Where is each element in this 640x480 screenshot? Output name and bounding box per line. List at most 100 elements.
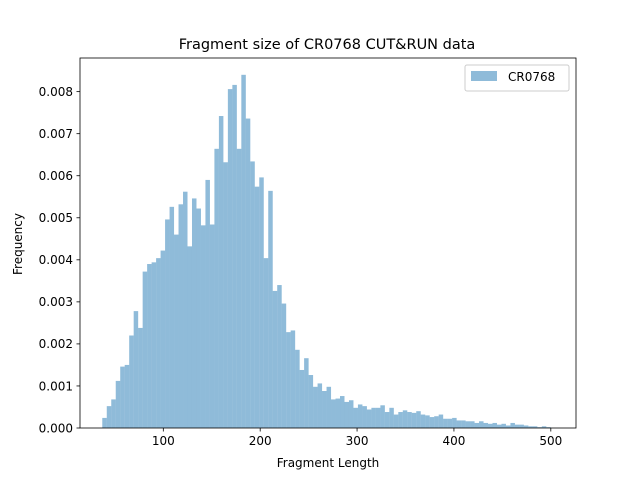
legend-label: CR0768: [508, 70, 555, 84]
histogram-bar: [142, 271, 148, 428]
histogram-bar: [514, 424, 520, 428]
histogram-bar: [299, 369, 305, 428]
histogram-bar: [353, 407, 358, 428]
histogram-bar: [461, 420, 466, 428]
x-tick-label: 200: [249, 434, 272, 448]
y-tick-label: 0.002: [39, 337, 73, 351]
y-tick-label: 0.003: [39, 295, 73, 309]
histogram-bar: [434, 416, 439, 428]
x-tick-label: 100: [152, 434, 175, 448]
histogram-bar: [483, 422, 489, 428]
legend-swatch: [471, 71, 497, 81]
histogram-bar: [133, 311, 139, 428]
y-axis-ticks: 0.000 0.001 0.002 0.003 0.004 0.005 0.006 0.007…: [39, 85, 80, 435]
histogram-bar: [398, 412, 403, 428]
histogram-bars: [102, 74, 551, 429]
plot-frame: [79, 57, 577, 429]
x-tick-label: 500: [539, 434, 562, 448]
histogram-bar: [120, 366, 125, 428]
histogram-bar: [344, 401, 349, 428]
histogram-bar: [541, 426, 547, 428]
histogram-bar: [151, 262, 157, 428]
y-tick-label: 0.008: [39, 85, 73, 99]
histogram-bar: [214, 148, 219, 428]
histogram-bar: [366, 409, 372, 428]
histogram-bar: [209, 224, 215, 428]
histogram-bar: [492, 422, 497, 428]
histogram-bar: [187, 246, 192, 428]
y-axis-label: Frequency: [11, 213, 25, 275]
histogram-bar: [420, 414, 426, 428]
histogram-bar: [196, 208, 201, 428]
histogram-bar: [205, 179, 210, 428]
histogram-bar: [389, 407, 394, 428]
histogram-bar: [479, 421, 484, 428]
histogram-bar: [174, 234, 179, 428]
histogram-bar: [501, 423, 506, 428]
histogram-bar: [537, 427, 542, 428]
histogram-bar: [362, 406, 367, 428]
y-tick-label: 0.001: [39, 379, 73, 393]
histogram-bar: [470, 421, 475, 428]
y-tick-label: 0.007: [39, 127, 73, 141]
histogram-bar: [277, 285, 282, 428]
histogram-bar: [393, 414, 399, 428]
histogram-bar: [115, 380, 121, 428]
histogram-bar: [402, 410, 408, 428]
histogram-bar: [519, 424, 524, 428]
histogram-bar: [223, 162, 228, 428]
chart-title: Fragment size of CR0768 CUT&RUN data: [179, 37, 476, 53]
histogram-bar: [178, 204, 184, 428]
histogram-bar: [456, 420, 462, 428]
histogram-bar: [429, 417, 435, 428]
x-axis-label: Fragment Length: [277, 456, 380, 470]
histogram-bar: [331, 399, 336, 428]
histogram-bar: [236, 148, 242, 428]
histogram-bar: [416, 411, 421, 428]
x-axis-ticks: 100 200 300 400 500: [152, 428, 562, 448]
y-tick-label: 0.005: [39, 211, 73, 225]
x-tick-label: 300: [346, 434, 369, 448]
histogram-bar: [129, 335, 134, 428]
y-tick-label: 0.006: [39, 169, 73, 183]
histogram-bar: [488, 423, 493, 428]
histogram-bar: [532, 426, 538, 428]
histogram-bar: [505, 425, 511, 428]
histogram-bar: [313, 386, 318, 428]
histogram-bar: [169, 206, 175, 428]
histogram-bar: [147, 264, 152, 428]
histogram-bar: [474, 422, 480, 428]
histogram-bar: [124, 364, 130, 428]
histogram-bar: [254, 186, 260, 428]
histogram-bar: [523, 425, 529, 428]
histogram-bar: [102, 417, 107, 428]
histogram-bar: [438, 414, 444, 428]
histogram-bar: [375, 407, 381, 428]
histogram-bar: [281, 303, 287, 428]
histogram-bar: [322, 391, 327, 428]
axes: [79, 57, 577, 429]
histogram-bar: [160, 250, 166, 428]
histogram-bar: [138, 327, 143, 428]
histogram-bar: [425, 415, 430, 428]
y-tick-label: 0.000: [39, 421, 73, 435]
histogram-bar: [317, 383, 323, 428]
x-tick-label: 400: [442, 434, 465, 448]
histogram-bar: [348, 400, 354, 428]
histogram-bar: [290, 330, 296, 428]
histogram-bar: [227, 89, 233, 429]
histogram-bar: [241, 74, 246, 428]
histogram-bar: [384, 412, 390, 428]
histogram-bar: [191, 198, 197, 428]
histogram-bar: [411, 412, 417, 428]
histogram-bar: [304, 358, 309, 428]
histogram-bar: [510, 422, 515, 428]
histogram-bar: [183, 191, 188, 428]
histogram-bar: [165, 219, 170, 428]
histogram-bar: [259, 177, 264, 428]
histogram-bar: [407, 412, 412, 428]
histogram-bar: [496, 424, 502, 428]
histogram-bar: [250, 161, 255, 428]
histogram-bar: [272, 290, 278, 428]
